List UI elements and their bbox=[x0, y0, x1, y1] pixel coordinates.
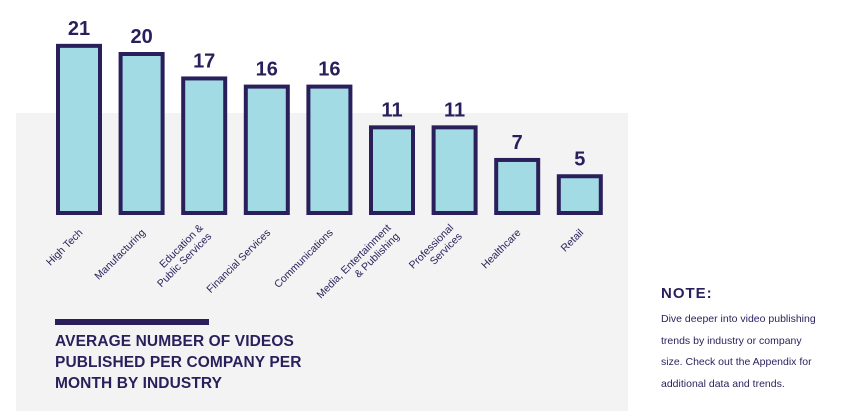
data-label-2: 20 bbox=[130, 26, 152, 48]
note-line-4: additional data and trends. bbox=[661, 377, 785, 390]
bar-7 bbox=[431, 125, 478, 215]
svg-text:Healthcare: Healthcare bbox=[479, 227, 524, 272]
bar-1 bbox=[56, 43, 102, 215]
bar-4 bbox=[243, 84, 290, 215]
category-label-2: Manufacturing bbox=[92, 227, 148, 283]
data-label-6: 11 bbox=[381, 99, 402, 121]
data-label-8: 7 bbox=[512, 132, 523, 154]
data-label-1: 21 bbox=[68, 18, 90, 40]
bar-3 bbox=[181, 76, 228, 215]
note-body: Dive deeper into video publishing trends… bbox=[661, 309, 836, 395]
bar-9 bbox=[556, 174, 603, 215]
note-line-2: trends by industry or company bbox=[661, 334, 802, 347]
chart-title-line-1: AVERAGE NUMBER OF VIDEOS bbox=[55, 333, 294, 350]
title-rule bbox=[55, 319, 209, 325]
data-label-5: 16 bbox=[318, 59, 340, 81]
chart-title-line-3: MONTH BY INDUSTRY bbox=[55, 375, 223, 392]
svg-text:ProfessionalServices: ProfessionalServices bbox=[407, 222, 465, 280]
chart-title-line-2: PUBLISHED PER COMPANY PER bbox=[55, 354, 302, 371]
category-label-4: Financial Services bbox=[204, 227, 273, 296]
chart-title: AVERAGE NUMBER OF VIDEOS PUBLISHED PER C… bbox=[55, 331, 355, 394]
bar-8 bbox=[494, 157, 541, 215]
note-heading: NOTE: bbox=[661, 285, 713, 302]
bar-chart: 21 High Tech 20 Manufacturing 17 Education &P… bbox=[44, 18, 603, 301]
data-label-4: 16 bbox=[256, 59, 278, 81]
category-label-8: Healthcare bbox=[479, 227, 524, 272]
note-line-3: size. Check out the Appendix for bbox=[661, 356, 812, 368]
data-label-9: 5 bbox=[574, 148, 585, 170]
bar-6 bbox=[369, 125, 415, 215]
category-label-7: ProfessionalServices bbox=[407, 222, 465, 280]
svg-text:Retail: Retail bbox=[559, 227, 586, 254]
svg-text:Education &Public Services: Education &Public Services bbox=[146, 222, 214, 290]
data-label-3: 17 bbox=[193, 50, 215, 72]
data-label-7: 11 bbox=[444, 99, 465, 121]
svg-text:Financial Services: Financial Services bbox=[204, 227, 273, 296]
category-label-9: Retail bbox=[559, 227, 586, 254]
bar-2 bbox=[118, 52, 165, 215]
category-label-1: High Tech bbox=[44, 227, 85, 268]
bar-5 bbox=[306, 84, 353, 215]
svg-text:Manufacturing: Manufacturing bbox=[92, 227, 148, 283]
category-label-3: Education &Public Services bbox=[146, 222, 214, 290]
note-line-1: Dive deeper into video publishing bbox=[661, 313, 816, 325]
svg-text:High Tech: High Tech bbox=[44, 227, 85, 268]
